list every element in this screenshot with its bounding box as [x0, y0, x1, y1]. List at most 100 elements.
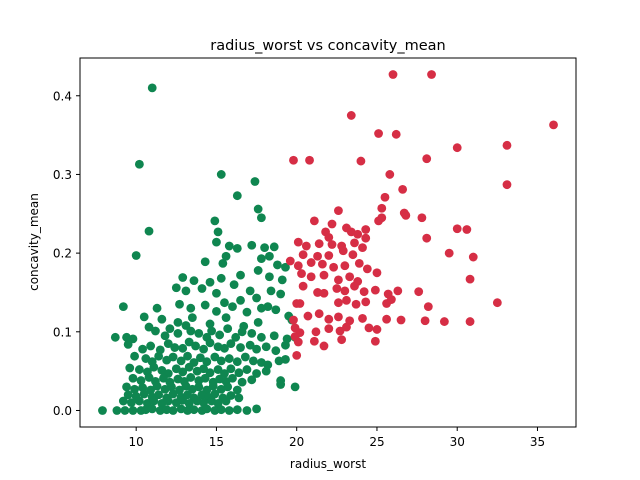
- data-point: [181, 286, 191, 296]
- data-point: [247, 240, 257, 250]
- data-point: [370, 336, 380, 346]
- data-point: [236, 295, 245, 305]
- data-point: [232, 357, 242, 367]
- data-point: [175, 299, 184, 309]
- data-point: [401, 210, 411, 220]
- data-point: [361, 225, 371, 234]
- data-point: [252, 404, 261, 414]
- data-point: [168, 406, 178, 415]
- data-point: [165, 324, 175, 334]
- data-point: [356, 156, 366, 166]
- data-point: [351, 299, 361, 309]
- data-point: [290, 332, 300, 341]
- data-point: [110, 332, 120, 342]
- data-point: [208, 381, 218, 391]
- data-point: [123, 339, 133, 349]
- data-point: [112, 406, 122, 415]
- data-point: [335, 326, 345, 336]
- data-point: [502, 140, 512, 150]
- data-point: [218, 258, 228, 268]
- data-point: [126, 398, 136, 408]
- data-point: [236, 343, 245, 352]
- data-point: [234, 368, 244, 378]
- data-point: [231, 332, 241, 342]
- data-point: [199, 344, 209, 354]
- data-point: [293, 237, 303, 247]
- data-point: [183, 406, 192, 415]
- data-point: [350, 238, 359, 248]
- x-tick-label: 15: [209, 435, 224, 449]
- data-point: [252, 344, 261, 354]
- data-point: [269, 331, 279, 341]
- data-point: [171, 283, 181, 293]
- data-point: [292, 351, 302, 360]
- data-point: [224, 354, 234, 363]
- data-point: [191, 341, 200, 351]
- data-point: [342, 295, 351, 305]
- data-point: [242, 365, 252, 374]
- data-point: [199, 364, 209, 374]
- data-point: [149, 396, 159, 406]
- data-point: [417, 213, 427, 223]
- data-point: [549, 120, 558, 130]
- data-point: [160, 331, 170, 341]
- data-point: [297, 269, 306, 278]
- data-point: [362, 264, 372, 274]
- data-point: [220, 298, 229, 308]
- data-point: [130, 351, 139, 361]
- data-point: [468, 252, 478, 262]
- data-point: [313, 288, 322, 297]
- data-point: [319, 288, 329, 298]
- data-point: [374, 129, 383, 138]
- data-point: [245, 286, 255, 296]
- data-point: [213, 227, 223, 237]
- data-point: [197, 284, 207, 293]
- data-point: [340, 286, 350, 296]
- data-point: [210, 406, 220, 415]
- data-point: [228, 302, 237, 312]
- data-point: [338, 246, 348, 256]
- x-tick-label: 30: [450, 435, 465, 449]
- data-point: [186, 326, 196, 336]
- data-point: [205, 319, 215, 329]
- data-point: [327, 240, 337, 249]
- data-point: [391, 129, 401, 139]
- data-point: [372, 268, 382, 278]
- data-point: [439, 317, 449, 326]
- data-point: [290, 382, 300, 392]
- data-point: [289, 315, 298, 325]
- data-point: [271, 305, 281, 315]
- data-point: [293, 261, 303, 271]
- data-point: [265, 251, 274, 261]
- data-point: [138, 344, 148, 354]
- data-point: [183, 351, 192, 361]
- data-point: [163, 339, 173, 348]
- data-point: [359, 287, 369, 297]
- data-point: [232, 405, 242, 415]
- data-point: [194, 328, 204, 338]
- data-point: [212, 288, 221, 298]
- data-point: [364, 323, 374, 333]
- data-point: [465, 317, 475, 326]
- data-point: [256, 213, 266, 223]
- data-point: [334, 275, 343, 285]
- data-point: [276, 380, 286, 389]
- data-point: [200, 300, 210, 310]
- y-tick-label: 0.1: [53, 325, 72, 339]
- data-point: [130, 384, 139, 394]
- data-point: [353, 229, 363, 239]
- data-point: [420, 316, 430, 326]
- data-point: [303, 311, 313, 321]
- data-point: [289, 155, 298, 165]
- data-point: [317, 259, 327, 269]
- data-point: [224, 241, 234, 251]
- data-point: [123, 390, 133, 400]
- data-point: [159, 373, 168, 383]
- data-point: [423, 302, 433, 312]
- data-point: [337, 335, 347, 345]
- data-point: [221, 396, 231, 406]
- data-point: [422, 233, 432, 243]
- data-point: [502, 180, 512, 190]
- data-point: [266, 286, 276, 296]
- x-axis-label: radius_worst: [290, 457, 366, 471]
